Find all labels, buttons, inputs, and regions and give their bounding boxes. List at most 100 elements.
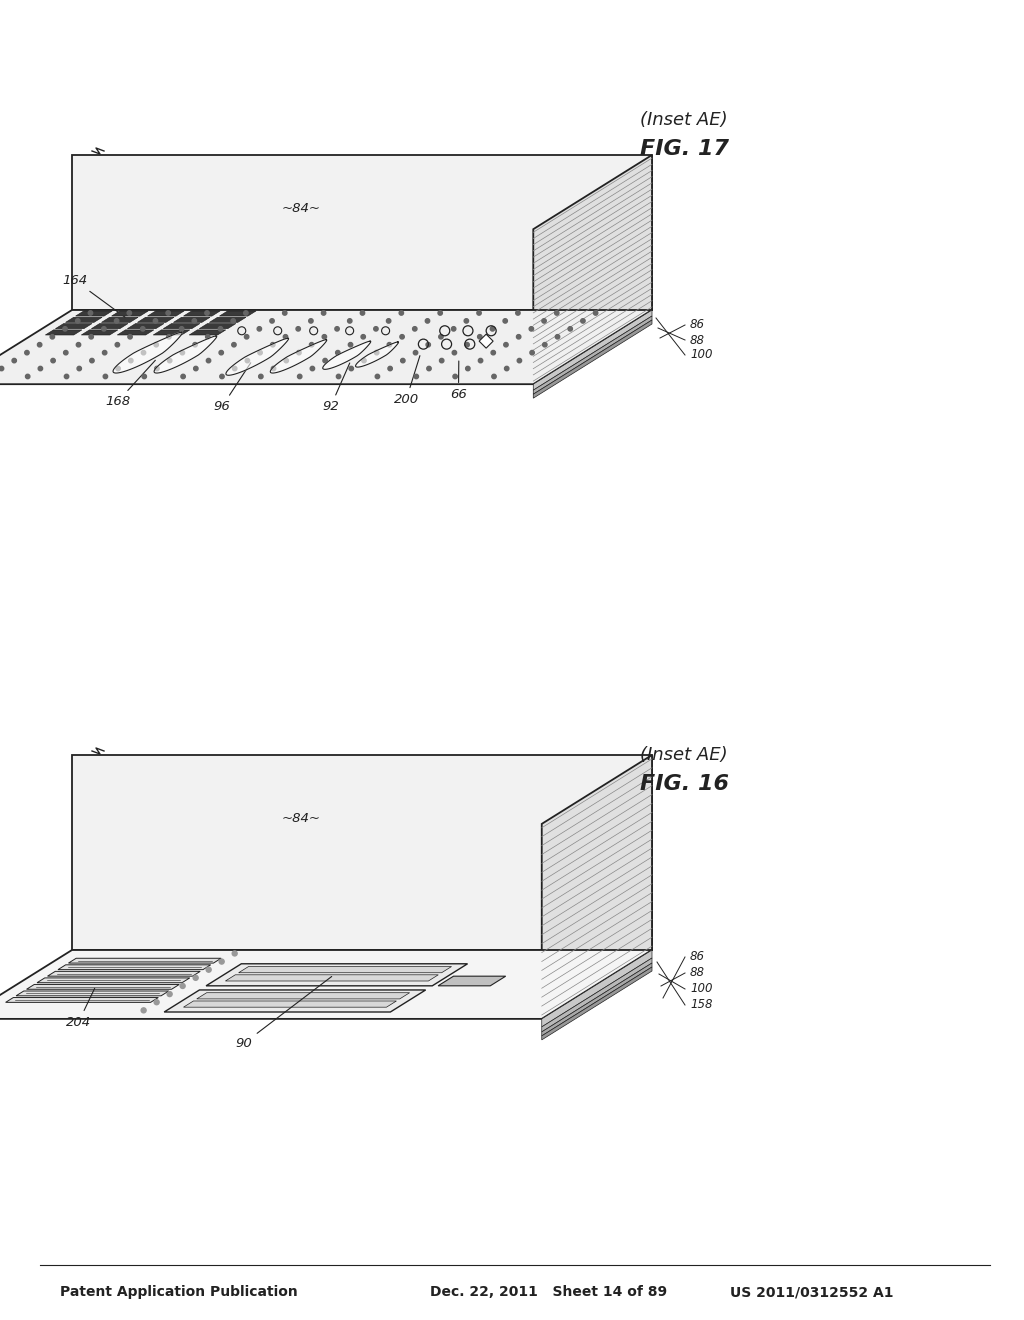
Circle shape (465, 342, 469, 347)
Polygon shape (0, 950, 652, 1019)
Polygon shape (47, 972, 201, 977)
Circle shape (427, 367, 431, 371)
Text: 100: 100 (690, 982, 713, 995)
Polygon shape (225, 974, 438, 981)
Circle shape (529, 350, 535, 355)
Circle shape (335, 326, 339, 331)
Text: ~84~: ~84~ (282, 813, 321, 825)
Circle shape (141, 1008, 146, 1012)
Circle shape (296, 326, 300, 331)
Circle shape (336, 350, 340, 355)
Polygon shape (534, 319, 652, 399)
Polygon shape (219, 312, 256, 315)
Circle shape (360, 310, 365, 315)
Circle shape (206, 334, 210, 339)
Circle shape (270, 342, 275, 347)
Polygon shape (542, 968, 652, 1040)
Polygon shape (118, 330, 154, 335)
Polygon shape (16, 991, 169, 995)
Polygon shape (112, 312, 148, 315)
Polygon shape (183, 312, 220, 315)
Circle shape (271, 367, 275, 371)
Polygon shape (91, 323, 128, 329)
Circle shape (529, 326, 534, 331)
Circle shape (128, 334, 132, 339)
Polygon shape (154, 330, 189, 335)
Circle shape (581, 318, 585, 323)
Polygon shape (534, 154, 652, 384)
Circle shape (219, 960, 224, 964)
Polygon shape (542, 964, 652, 1036)
Circle shape (361, 359, 367, 363)
Text: 158: 158 (690, 998, 713, 1011)
Circle shape (257, 326, 261, 331)
Text: 86: 86 (690, 950, 705, 964)
Circle shape (361, 334, 366, 339)
Circle shape (323, 334, 327, 339)
Circle shape (12, 359, 16, 363)
Text: 90: 90 (236, 977, 332, 1049)
Circle shape (127, 310, 131, 315)
Polygon shape (72, 154, 652, 310)
Circle shape (116, 367, 120, 371)
Circle shape (270, 318, 274, 323)
Circle shape (477, 334, 482, 339)
Circle shape (453, 375, 458, 379)
Text: 66: 66 (451, 360, 467, 401)
Polygon shape (113, 333, 182, 374)
Text: 168: 168 (104, 360, 156, 408)
Polygon shape (147, 312, 184, 315)
Circle shape (542, 318, 546, 323)
Circle shape (155, 999, 159, 1005)
Circle shape (543, 342, 547, 347)
Circle shape (89, 334, 93, 339)
Circle shape (194, 367, 198, 371)
Circle shape (180, 350, 184, 355)
Text: 200: 200 (393, 355, 420, 407)
Circle shape (244, 310, 248, 315)
Polygon shape (197, 993, 410, 999)
Circle shape (283, 310, 287, 315)
Circle shape (258, 350, 262, 355)
Circle shape (347, 318, 352, 323)
Circle shape (308, 318, 313, 323)
Circle shape (140, 326, 145, 331)
Circle shape (374, 326, 378, 331)
Circle shape (555, 310, 559, 315)
Polygon shape (206, 964, 468, 986)
Text: 86: 86 (690, 318, 705, 331)
Circle shape (218, 326, 222, 331)
Circle shape (400, 334, 404, 339)
Circle shape (466, 367, 470, 371)
Polygon shape (69, 958, 221, 964)
Circle shape (62, 326, 68, 331)
Circle shape (154, 318, 158, 323)
Polygon shape (154, 337, 217, 374)
Circle shape (193, 342, 198, 347)
Circle shape (50, 334, 54, 339)
Polygon shape (438, 977, 506, 986)
Circle shape (102, 350, 106, 355)
Circle shape (400, 359, 406, 363)
Polygon shape (479, 334, 494, 348)
Circle shape (438, 334, 443, 339)
Circle shape (477, 310, 481, 315)
Text: 100: 100 (690, 348, 713, 362)
Circle shape (193, 318, 197, 323)
Polygon shape (37, 978, 189, 982)
Circle shape (115, 342, 120, 347)
Circle shape (168, 359, 172, 363)
Text: 88: 88 (690, 966, 705, 979)
Text: 88: 88 (690, 334, 705, 346)
Text: FIG. 16: FIG. 16 (640, 774, 729, 795)
Circle shape (284, 359, 289, 363)
Circle shape (231, 318, 236, 323)
Circle shape (77, 342, 81, 347)
Circle shape (413, 326, 417, 331)
Circle shape (414, 375, 419, 379)
Text: 92: 92 (323, 363, 350, 413)
Circle shape (452, 326, 456, 331)
Circle shape (206, 968, 211, 973)
Text: (Inset AE): (Inset AE) (640, 111, 728, 129)
Circle shape (322, 310, 326, 315)
